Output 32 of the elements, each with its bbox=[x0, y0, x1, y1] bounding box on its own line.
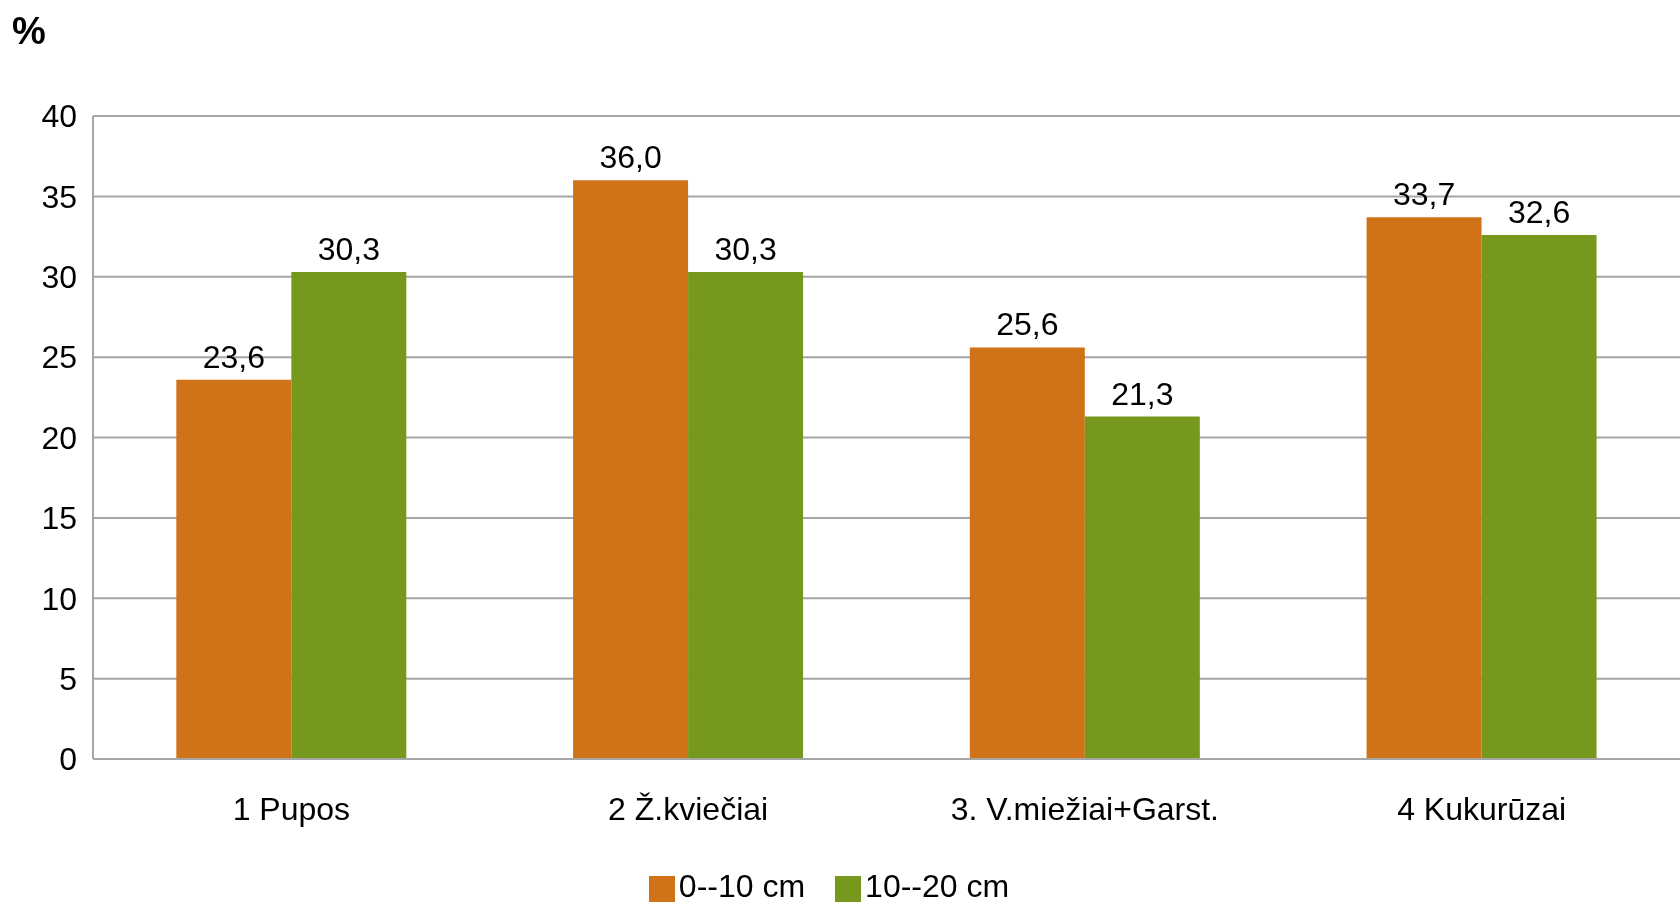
data-label: 30,3 bbox=[317, 230, 380, 267]
data-label: 33,7 bbox=[1392, 176, 1456, 213]
bar bbox=[1481, 234, 1597, 759]
y-axis-title: % bbox=[12, 10, 46, 53]
x-tick-label: 4 Kukurūzai bbox=[1397, 790, 1567, 827]
x-tick-label: 3. V.miežiai+Garst. bbox=[950, 790, 1220, 827]
bar bbox=[291, 271, 407, 759]
y-tick-label: 20 bbox=[41, 419, 77, 456]
bar bbox=[688, 271, 804, 759]
y-tick-label: 10 bbox=[41, 580, 77, 617]
bar bbox=[969, 347, 1085, 759]
y-tick-label: 0 bbox=[59, 741, 77, 778]
y-tick-label: 25 bbox=[41, 339, 77, 376]
y-tick-label: 40 bbox=[41, 98, 77, 135]
x-tick-label: 2 Ž.kviečiai bbox=[608, 790, 769, 827]
y-tick-label: 35 bbox=[41, 178, 77, 215]
bar bbox=[1084, 416, 1200, 759]
y-tick-label: 5 bbox=[59, 660, 77, 697]
legend-label: 0--10 cm bbox=[678, 868, 806, 904]
data-label: 30,3 bbox=[714, 230, 777, 267]
bar bbox=[176, 379, 292, 759]
x-tick-label: 1 Pupos bbox=[232, 790, 351, 827]
legend-label: 10--20 cm bbox=[865, 868, 1010, 904]
y-tick-label: 15 bbox=[41, 500, 77, 537]
data-label: 32,6 bbox=[1507, 193, 1571, 230]
data-label: 25,6 bbox=[996, 306, 1059, 343]
y-tick-label: 30 bbox=[41, 259, 77, 296]
bar bbox=[573, 180, 689, 759]
data-label: 23,6 bbox=[202, 338, 265, 375]
bar bbox=[1366, 217, 1482, 759]
data-label: 21,3 bbox=[1111, 375, 1174, 412]
data-label: 36,0 bbox=[599, 139, 662, 176]
